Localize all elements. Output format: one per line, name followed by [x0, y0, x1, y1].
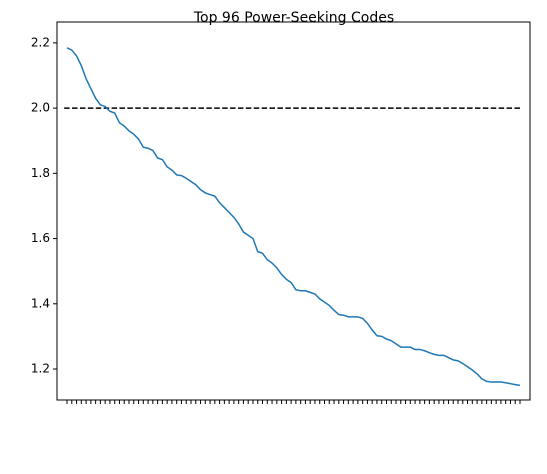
chart-title: Top 96 Power-Seeking Codes — [193, 10, 394, 26]
y-tick-label: 2.0 — [31, 101, 50, 115]
y-tick-label: 1.8 — [31, 166, 50, 180]
data-line — [66, 47, 521, 387]
plot-frame — [56, 21, 531, 401]
y-tick-label: 1.6 — [31, 231, 50, 245]
y-tick-label: 1.4 — [31, 296, 50, 310]
y-tick-label: 2.2 — [31, 35, 50, 49]
y-tick-label: 1.2 — [31, 362, 50, 376]
